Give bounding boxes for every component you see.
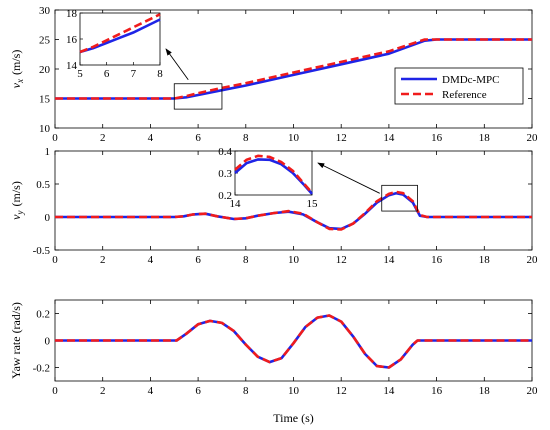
x-tick-label: 12 <box>336 132 347 144</box>
x-tick-label: 12 <box>336 254 347 266</box>
x-tick-label: 8 <box>243 385 249 397</box>
x-axis-label: Time (s) <box>273 411 314 425</box>
series-reference-line <box>55 38 532 100</box>
inset-y-tick-label: 14 <box>66 60 78 72</box>
inset-y-tick-label: 0.4 <box>218 146 232 158</box>
x-tick-label: 18 <box>479 385 491 397</box>
x-tick-label: 16 <box>431 132 443 144</box>
inset-y-tick-label: 0.2 <box>218 190 232 202</box>
y-tick-label: 25 <box>39 35 51 47</box>
zoom-arrow <box>317 162 380 194</box>
y-label-main: v <box>9 214 23 220</box>
x-tick-label: 0 <box>52 385 58 397</box>
x-tick-label: 2 <box>100 132 106 144</box>
legend: DMDc-MPC Reference <box>394 67 524 105</box>
y-tick-label: 0.5 <box>36 179 50 191</box>
x-tick-label: 8 <box>243 132 249 144</box>
x-tick-label: 20 <box>527 132 539 144</box>
y-label-unit: (m/s) <box>9 50 23 75</box>
inset-1: 5 6 7 8 14 16 18 <box>66 8 163 80</box>
inset-y-tick-label: 16 <box>66 34 78 46</box>
x-tick-label: 12 <box>336 385 347 397</box>
y-label-subscript: y <box>15 211 25 216</box>
y-label-unit: (m/s) <box>9 181 23 206</box>
x-tick-label: 6 <box>195 385 201 397</box>
y-label-main: v <box>9 82 23 88</box>
panel-1: 0 2 4 6 8 10 12 14 16 18 20 10 15 20 25 30 vx (m/s) 5 6 7 8 14… <box>9 5 538 144</box>
y-tick-label: 15 <box>39 94 51 106</box>
x-tick-label: 20 <box>527 385 539 397</box>
y-tick-label: 1 <box>45 146 51 158</box>
y-tick-label: 0 <box>45 212 51 224</box>
x-tick-label: 10 <box>288 132 300 144</box>
y-tick-label: 0 <box>45 336 51 348</box>
y-tick-label: 0.2 <box>36 309 50 321</box>
y-tick-label: -0.5 <box>33 245 51 257</box>
inset-x-tick-label: 6 <box>104 68 110 80</box>
inset-series-reference-line <box>234 154 313 194</box>
legend-box <box>394 67 524 105</box>
y-axis-label: vy (m/s) <box>9 181 25 220</box>
x-tick-label: 8 <box>243 254 249 266</box>
y-axis-label: Yaw rate (rad/s) <box>9 302 23 379</box>
inset-y-tick-label: 0.3 <box>218 168 232 180</box>
inset-x-tick-label: 7 <box>131 68 137 80</box>
x-tick-label: 14 <box>383 254 395 266</box>
x-tick-label: 16 <box>431 254 443 266</box>
x-tick-label: 18 <box>479 132 491 144</box>
x-tick-label: 14 <box>383 132 395 144</box>
inset-x-tick-label: 5 <box>77 68 83 80</box>
y-tick-label: 10 <box>39 123 51 135</box>
inset-x-tick-label: 8 <box>157 68 163 80</box>
x-tick-label: 0 <box>52 132 58 144</box>
x-tick-label: 0 <box>52 254 58 266</box>
x-tick-label: 6 <box>195 132 201 144</box>
inset-y-tick-label: 18 <box>66 8 78 20</box>
series-reference-line <box>55 314 532 369</box>
x-tick-label: 16 <box>431 385 443 397</box>
y-axis-label: vx (m/s) <box>9 50 25 89</box>
series-dmdc-mpc-line <box>55 191 532 231</box>
inset-series-reference-line <box>79 13 161 54</box>
x-tick-label: 10 <box>288 385 300 397</box>
x-tick-label: 4 <box>148 385 154 397</box>
y-tick-label: 20 <box>39 64 51 76</box>
zoom-region-box <box>173 83 223 110</box>
inset-x-tick-label: 14 <box>230 198 242 210</box>
inset-series-dmdc-mpc-line <box>234 158 313 195</box>
x-tick-label: 2 <box>100 254 106 266</box>
zoom-region-box <box>381 184 418 212</box>
zoom-arrow <box>165 48 189 81</box>
y-tick-label: -0.2 <box>33 363 50 375</box>
x-tick-label: 4 <box>148 132 154 144</box>
x-tick-label: 2 <box>100 385 106 397</box>
x-tick-label: 10 <box>288 254 300 266</box>
x-tick-label: 14 <box>383 385 395 397</box>
y-tick-label: 30 <box>39 5 51 17</box>
series-reference-line <box>55 190 532 231</box>
inset-2: 14 15 0.2 0.3 0.4 <box>218 146 318 210</box>
y-label-subscript: x <box>15 79 25 84</box>
x-tick-label: 4 <box>148 254 154 266</box>
x-tick-label: 6 <box>195 254 201 266</box>
x-tick-label: 18 <box>479 254 491 266</box>
x-tick-label: 20 <box>527 254 539 266</box>
legend-label-dmdc-mpc: DMDc-MPC <box>442 74 499 86</box>
legend-label-reference: Reference <box>442 89 487 101</box>
inset-x-tick-label: 15 <box>307 198 319 210</box>
